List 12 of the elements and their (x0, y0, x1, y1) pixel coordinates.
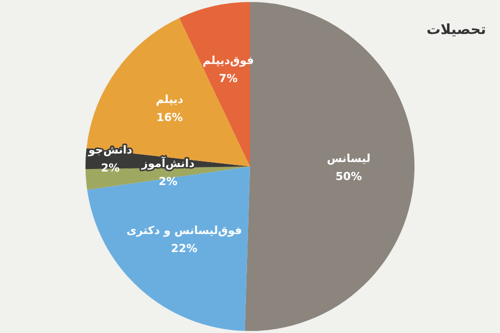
slice-label: فوق‌دیپلم (202, 54, 254, 68)
data-label: 50% (336, 170, 362, 183)
data-label: 7% (218, 72, 238, 86)
data-label: 22% (171, 242, 198, 255)
data-label: 2% (100, 162, 120, 175)
slice-label: دانش‌آموز (140, 156, 195, 170)
slice-label: دیپلم (156, 93, 184, 106)
data-label: 16% (156, 111, 183, 124)
text: تحصیلات (426, 22, 486, 38)
data-label: 2% (158, 174, 178, 188)
slice-label: لیسانس (326, 152, 370, 165)
slice-label: فوق‌لیسانس و دکتری (126, 224, 242, 237)
